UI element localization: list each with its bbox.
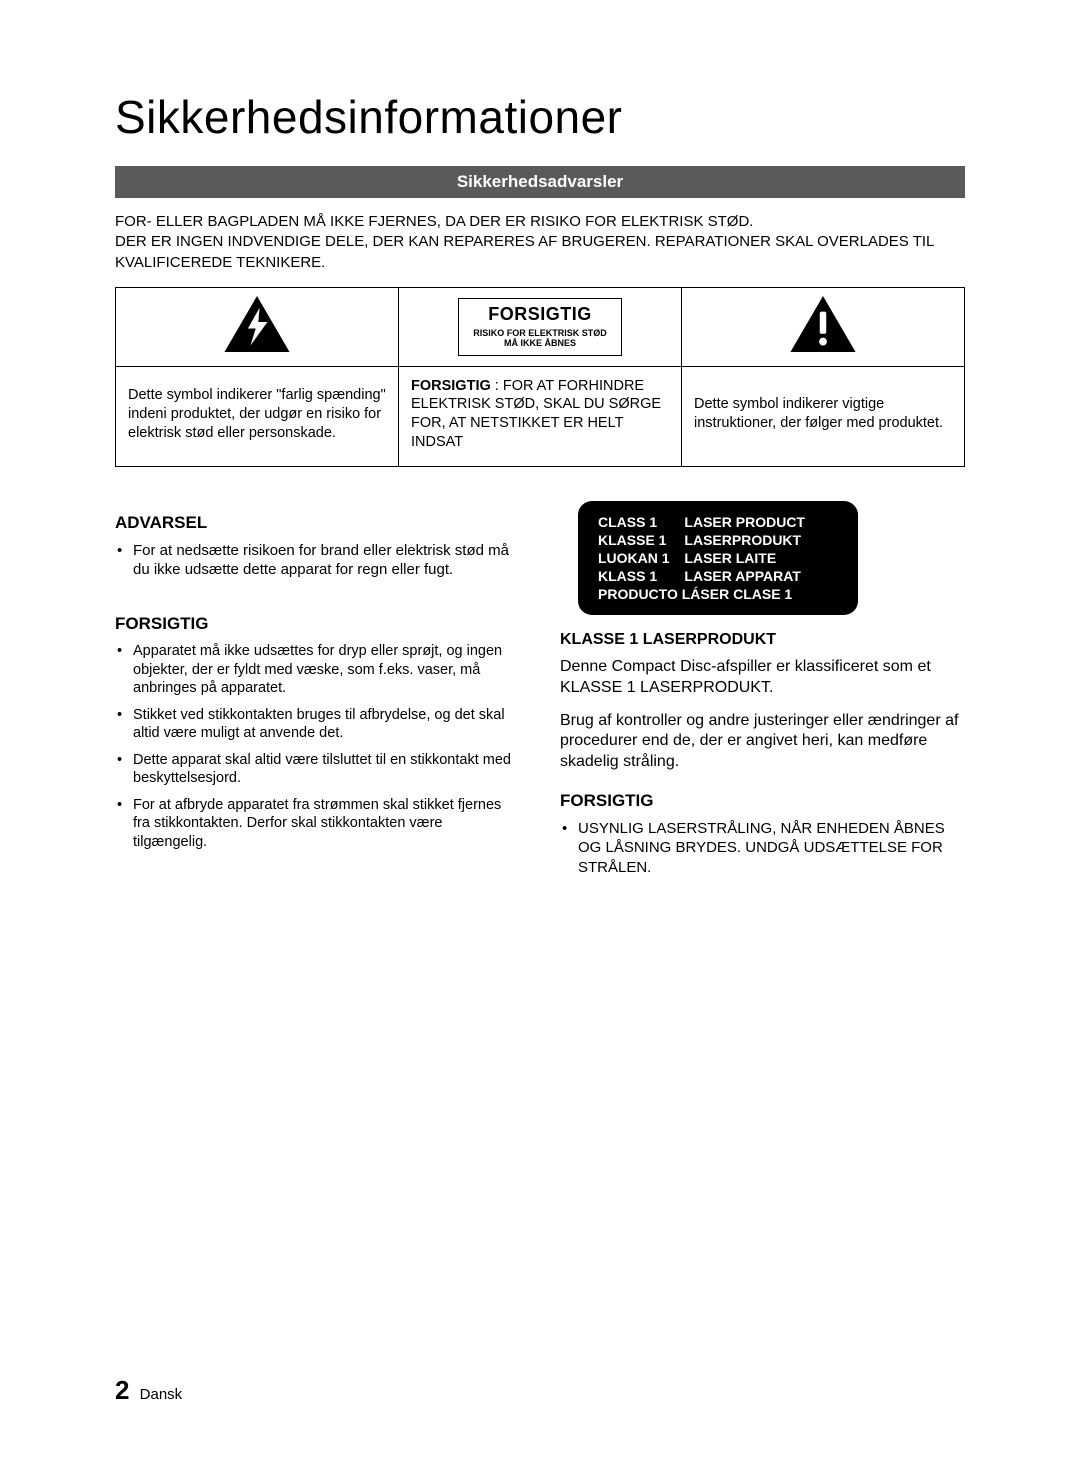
- two-column-layout: ADVARSEL For at nedsætte risikoen for br…: [115, 495, 965, 885]
- caution-small: RISIKO FOR ELEKTRISK STØDMÅ IKKE ÅBNES: [473, 328, 607, 349]
- laser-class-box: CLASS 1LASER PRODUCT KLASSE 1LASERPRODUK…: [578, 501, 858, 615]
- forsigtig-list-right: USYNLIG LASERSTRÅLING, NÅR ENHEDEN ÅBNES…: [560, 819, 965, 878]
- forsigtig-list-left: Apparatet må ikke udsættes for dryp elle…: [115, 642, 520, 851]
- shock-desc: Dette symbol indikerer "farlig spænding"…: [116, 366, 399, 466]
- list-item: USYNLIG LASERSTRÅLING, NÅR ENHEDEN ÅBNES…: [560, 819, 965, 878]
- list-item: For at nedsætte risikoen for brand eller…: [115, 541, 520, 580]
- page-lang: Dansk: [140, 1386, 183, 1403]
- laser-cell: PRODUCTO LÁSER CLASE 1: [598, 585, 806, 603]
- exclamation-symbol-cell: [682, 287, 965, 366]
- laser-cell: LUOKAN 1: [598, 549, 684, 567]
- page-footer: 2 Dansk: [115, 1375, 965, 1406]
- laser-cell: LASERPRODUKT: [684, 531, 806, 549]
- klasse1-p1: Denne Compact Disc-afspiller er klassifi…: [560, 657, 965, 699]
- shock-symbol-cell: [116, 287, 399, 366]
- list-item: Dette apparat skal altid være tilsluttet…: [115, 751, 520, 788]
- page-title: Sikkerhedsinformationer: [115, 90, 965, 144]
- warning-symbol-table: FORSIGTIG RISIKO FOR ELEKTRISK STØDMÅ IK…: [115, 287, 965, 467]
- exclamation-desc: Dette symbol indikerer vigtige instrukti…: [682, 366, 965, 466]
- intro-text: FOR- ELLER BAGPLADEN MÅ IKKE FJERNES, DA…: [115, 212, 965, 273]
- lightning-triangle-icon: [223, 296, 291, 352]
- advarsel-list: For at nedsætte risikoen for brand eller…: [115, 541, 520, 580]
- laser-cell: KLASS 1: [598, 567, 684, 585]
- list-item: Stikket ved stikkontakten bruges til afb…: [115, 706, 520, 743]
- laser-cell: KLASSE 1: [598, 531, 684, 549]
- klasse1-p2: Brug af kontroller og andre justeringer …: [560, 711, 965, 773]
- right-column: CLASS 1LASER PRODUCT KLASSE 1LASERPRODUK…: [560, 495, 965, 885]
- caution-desc: FORSIGTIG : FOR AT FORHINDRE ELEKTRISK S…: [399, 366, 682, 466]
- advarsel-heading: ADVARSEL: [115, 513, 520, 533]
- caution-big: FORSIGTIG: [473, 303, 607, 326]
- caution-label-cell: FORSIGTIG RISIKO FOR ELEKTRISK STØDMÅ IK…: [399, 287, 682, 366]
- forsigtig-heading-left: FORSIGTIG: [115, 614, 520, 634]
- caution-desc-label: FORSIGTIG: [411, 378, 491, 394]
- laser-cell: LASER APPARAT: [684, 567, 806, 585]
- laser-class-table: CLASS 1LASER PRODUCT KLASSE 1LASERPRODUK…: [598, 513, 806, 603]
- left-column: ADVARSEL For at nedsætte risikoen for br…: [115, 495, 520, 885]
- laser-cell: LASER LAITE: [684, 549, 806, 567]
- page-number: 2: [115, 1375, 129, 1405]
- list-item: Apparatet må ikke udsættes for dryp elle…: [115, 642, 520, 698]
- laser-cell: LASER PRODUCT: [684, 513, 806, 531]
- list-item: For at afbryde apparatet fra strømmen sk…: [115, 796, 520, 852]
- exclamation-triangle-icon: [789, 296, 857, 352]
- forsigtig-heading-right: FORSIGTIG: [560, 791, 965, 811]
- section-bar: Sikkerhedsadvarsler: [115, 166, 965, 198]
- laser-cell: CLASS 1: [598, 513, 684, 531]
- klasse1-heading: KLASSE 1 LASERPRODUKT: [560, 631, 965, 649]
